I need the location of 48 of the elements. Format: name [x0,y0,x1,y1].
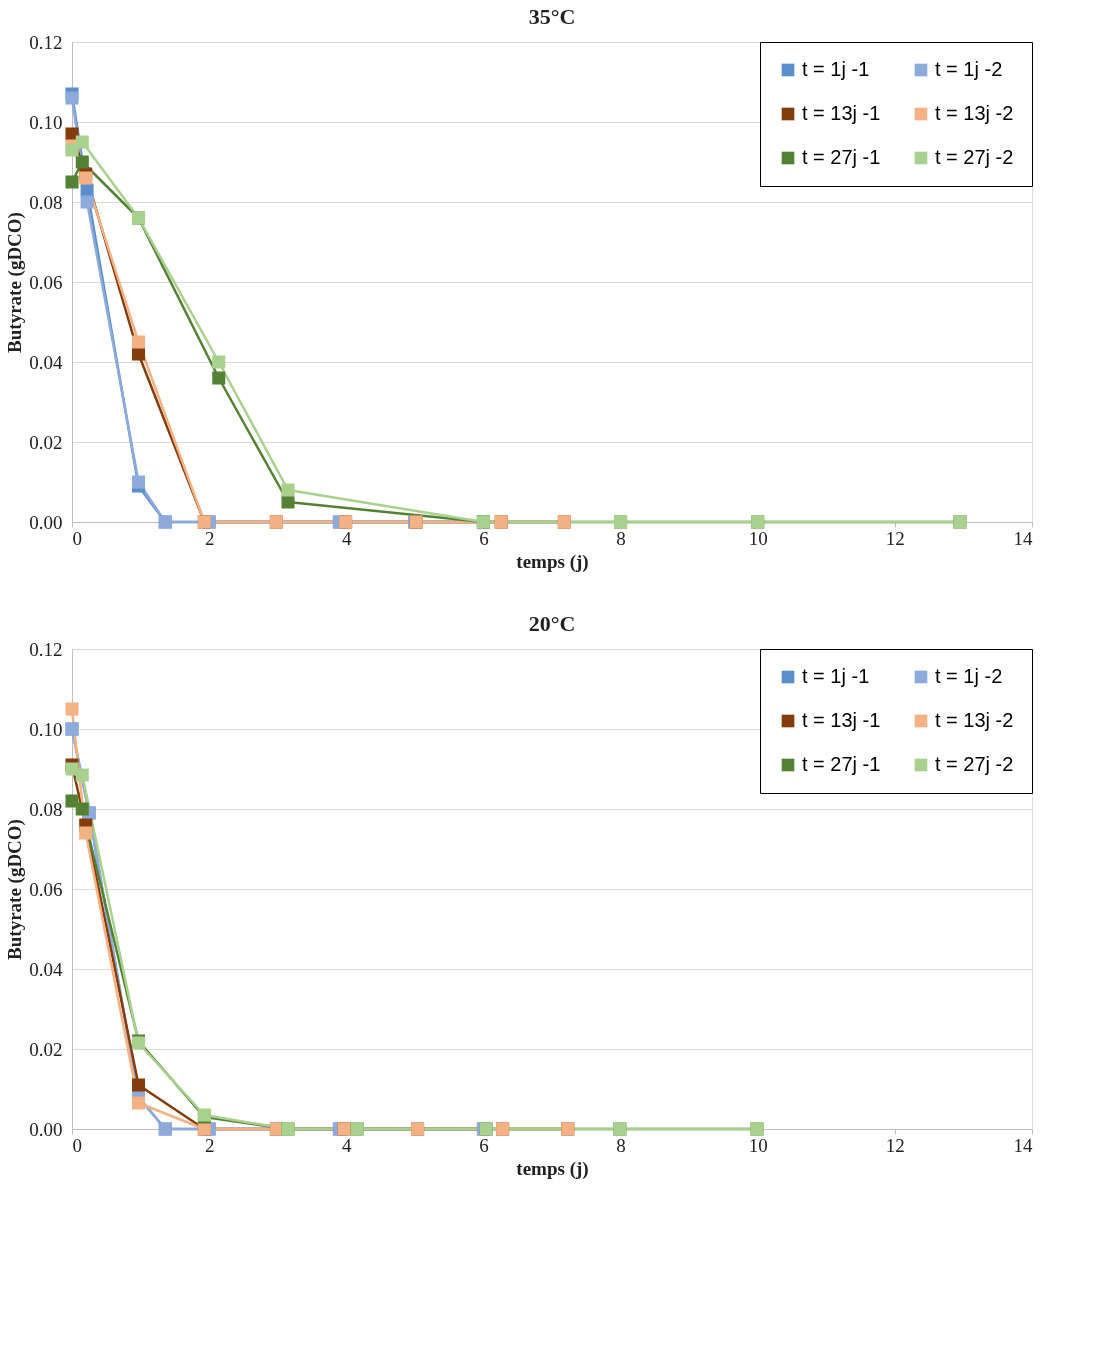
chart-title: 20°C [528,611,576,636]
x-tick-label: 0 [72,1134,82,1156]
x-tick-label: 6 [479,1134,489,1156]
y-tick-label: 0.06 [29,271,63,293]
x-tick-label: 8 [616,1134,626,1156]
x-tick-label: 0 [72,527,82,549]
chart-title: 35°C [528,4,576,29]
x-tick-label: 6 [479,527,489,549]
y-axis-title: Butyrate (gDCO) [4,819,27,960]
legend-label: t = 27j -2 [935,146,1014,168]
legend-label: t = 27j -1 [802,146,881,168]
y-tick-label: 0.00 [29,1118,63,1140]
x-tick-label: 14 [1013,527,1033,549]
y-tick-label: 0.04 [29,351,63,373]
x-axis-title: temps (j) [516,1157,589,1180]
y-tick-label: 0.04 [29,958,63,980]
legend-label: t = 27j -2 [935,753,1014,775]
x-tick-label: 10 [748,1134,768,1156]
x-tick-label: 2 [204,527,215,549]
legend-label: t = 13j -2 [935,709,1014,731]
x-tick-label: 2 [204,1134,215,1156]
x-tick-label: 12 [885,1134,905,1156]
x-tick-label: 10 [748,527,768,549]
y-tick-label: 0.08 [29,191,63,213]
y-axis-title: Butyrate (gDCO) [4,212,27,353]
legend-label: t = 1j -2 [935,665,1003,687]
y-tick-label: 0.02 [29,431,63,453]
y-tick-label: 0.08 [29,798,63,820]
x-tick-label: 14 [1013,1134,1033,1156]
legend-label: t = 13j -2 [935,102,1014,124]
x-axis-title: temps (j) [516,550,589,573]
y-tick-label: 0.06 [29,878,63,900]
legend-label: t = 1j -2 [935,58,1003,80]
legend-label: t = 13j -1 [802,102,881,124]
y-tick-label: 0.10 [29,718,63,740]
x-tick-label: 8 [616,527,626,549]
legend-label: t = 13j -1 [802,709,881,731]
legend-label: t = 1j -1 [802,665,870,687]
y-tick-label: 0.10 [29,111,63,133]
x-tick-label: 12 [885,527,905,549]
y-tick-label: 0.12 [29,31,63,53]
y-tick-label: 0.02 [29,1038,63,1060]
legend-label: t = 27j -1 [802,753,881,775]
x-tick-label: 4 [342,1134,353,1156]
y-tick-label: 0.12 [29,638,63,660]
y-tick-label: 0.00 [29,511,63,533]
x-tick-label: 4 [342,527,353,549]
legend-label: t = 1j -1 [802,58,870,80]
